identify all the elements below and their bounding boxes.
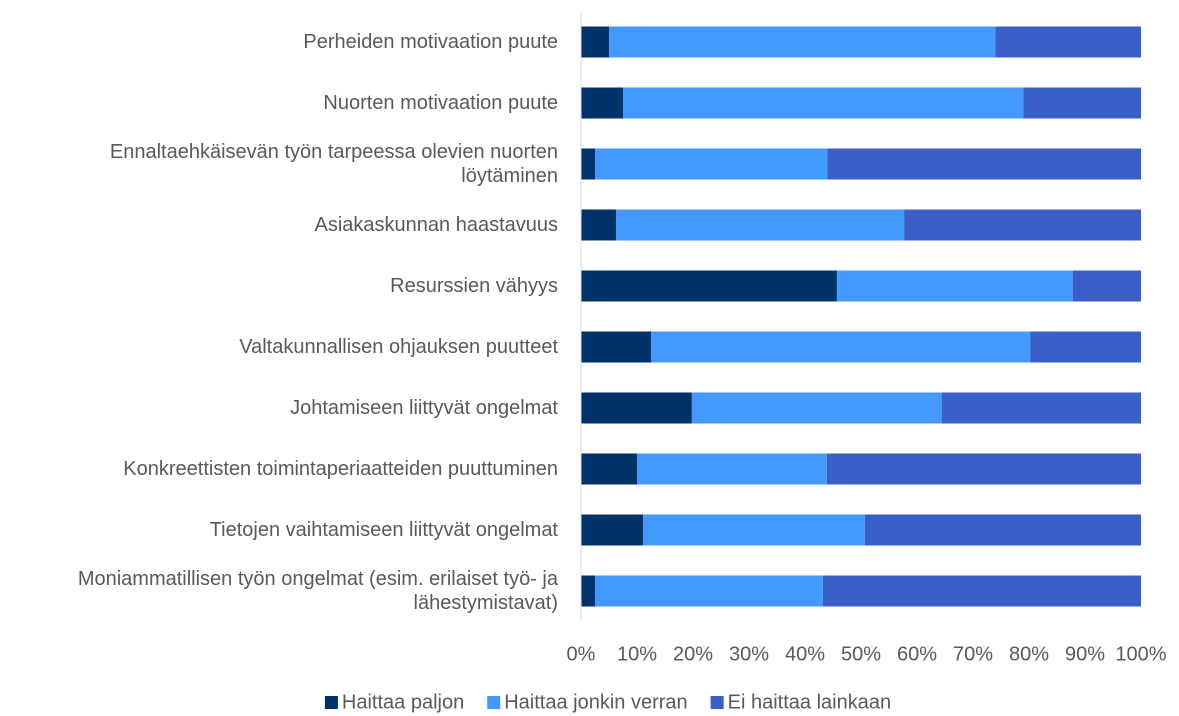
bar-segment bbox=[581, 26, 609, 58]
x-tick-label: 40% bbox=[785, 643, 825, 665]
bar-segment bbox=[836, 270, 1073, 302]
x-tick-label: 60% bbox=[897, 643, 937, 665]
bar-segment bbox=[1023, 87, 1141, 119]
x-tick-label: 0% bbox=[567, 643, 596, 665]
bar-segment bbox=[623, 87, 1024, 119]
bar-segment bbox=[581, 392, 692, 424]
category-label: Valtakunnallisen ohjauksen puutteet bbox=[239, 336, 558, 358]
bar-segment bbox=[581, 148, 595, 180]
category-label: Ennaltaehkäisevän työn tarpeessa olevien… bbox=[109, 141, 558, 187]
x-tick-label: 30% bbox=[729, 643, 769, 665]
x-tick-label: 70% bbox=[953, 643, 993, 665]
category-label: Tietojen vaihtamiseen liittyvät ongelmat bbox=[209, 519, 558, 541]
x-tick-label: 20% bbox=[673, 643, 713, 665]
legend-swatch bbox=[710, 696, 724, 709]
x-tick-label: 100% bbox=[1115, 643, 1166, 665]
bar-segment bbox=[941, 392, 1141, 424]
bar-segment bbox=[595, 575, 823, 607]
bar-segment bbox=[581, 514, 644, 546]
bar-segment bbox=[581, 331, 651, 363]
bar-segment bbox=[609, 26, 996, 58]
bar-segment bbox=[827, 148, 1141, 180]
bar-segment bbox=[616, 209, 905, 241]
category-label: Resurssien vähyys bbox=[390, 275, 558, 297]
bar-segment bbox=[691, 392, 942, 424]
category-label: Konkreettisten toimintaperiaatteiden puu… bbox=[123, 458, 558, 480]
bar-segment bbox=[581, 87, 623, 119]
x-tick-label: 50% bbox=[841, 643, 881, 665]
bar-segment bbox=[904, 209, 1141, 241]
bar-segment bbox=[995, 26, 1141, 58]
x-tick-label: 90% bbox=[1065, 643, 1105, 665]
legend-label: Ei haittaa lainkaan bbox=[728, 691, 891, 713]
x-tick-label: 10% bbox=[617, 643, 657, 665]
category-label: Moniammatillisen työn ongelmat (esim. er… bbox=[77, 568, 558, 614]
category-label: Asiakaskunnan haastavuus bbox=[314, 214, 559, 236]
bar-segment bbox=[581, 209, 617, 241]
bar-segment bbox=[643, 514, 865, 546]
bar-segment bbox=[581, 453, 637, 485]
bar-segment bbox=[826, 453, 1141, 485]
bar-segment bbox=[581, 575, 595, 607]
bar-segment bbox=[822, 575, 1141, 607]
bar-segment bbox=[637, 453, 827, 485]
bar-segment bbox=[864, 514, 1141, 546]
bar-segment bbox=[581, 270, 837, 302]
category-label: Johtamiseen liittyvät ongelmat bbox=[290, 397, 558, 419]
category-label: Nuorten motivaation puute bbox=[323, 92, 558, 114]
x-tick-label: 80% bbox=[1009, 643, 1049, 665]
bar-segment bbox=[1072, 270, 1141, 302]
bar-segment bbox=[1030, 331, 1141, 363]
bar-segment bbox=[651, 331, 1031, 363]
legend-swatch bbox=[487, 696, 501, 709]
legend-swatch bbox=[324, 696, 338, 709]
bar-segment bbox=[595, 148, 828, 180]
legend-label: Haittaa jonkin verran bbox=[504, 691, 687, 713]
legend-label: Haittaa paljon bbox=[342, 691, 464, 713]
category-label: Perheiden motivaation puute bbox=[303, 31, 558, 53]
